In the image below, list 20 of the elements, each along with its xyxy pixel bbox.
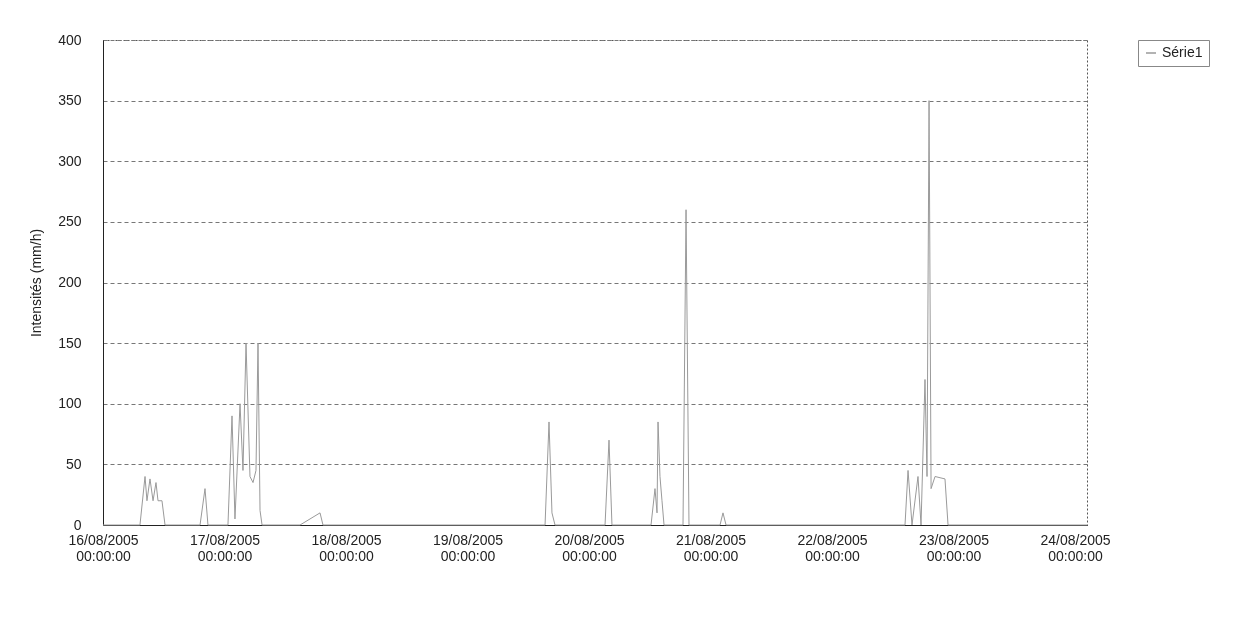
x-tick-label: 17/08/2005 00:00:00 [189,531,261,564]
x-tick-label: 22/08/2005 00:00:00 [797,531,868,564]
y-tick-label: 50 [65,455,82,472]
y-axis-title: Intensités (mm/h) [28,228,45,338]
x-tick-label: 16/08/2005 00:00:00 [68,531,139,564]
y-tick-label: 350 [58,92,82,109]
x-tick-label: 21/08/2005 00:00:00 [675,531,747,564]
x-tick-label: 20/08/2005 00:00:00 [554,531,625,564]
legend-label: Série1 [1162,44,1203,60]
y-tick-label: 200 [58,274,82,290]
y-tick-label: 250 [58,213,82,230]
x-tick-label: 19/08/2005 00:00:00 [432,531,504,564]
x-tick-label: 18/08/2005 00:00:00 [311,531,382,564]
y-tick-label: 300 [58,152,82,169]
y-tick-label: 400 [58,31,82,48]
x-tick-label: 23/08/2005 00:00:00 [918,531,990,564]
y-tick-label: 150 [58,334,82,351]
y-tick-label: 100 [58,395,82,412]
y-tick-label: 0 [73,516,82,533]
x-tick-label: 24/08/2005 00:00:00 [1040,531,1111,564]
